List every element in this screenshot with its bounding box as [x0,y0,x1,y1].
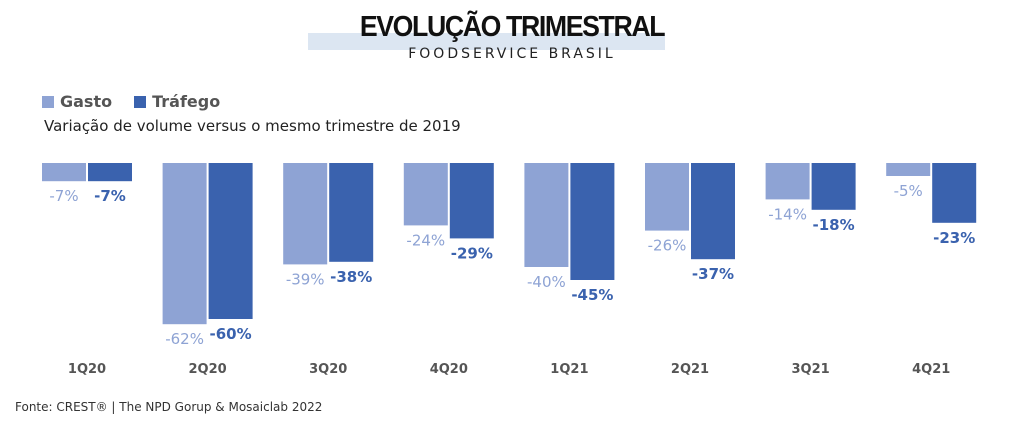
bar-trfego-4q20 [449,163,494,239]
data-label-gasto-2q20: -62% [165,330,204,348]
category-label-4q20: 4Q20 [430,362,468,377]
data-label-trfego-3q21: -18% [813,216,855,234]
data-label-trfego-4q21: -23% [933,229,975,247]
title-highlight-band [308,33,665,50]
category-label-3q21: 3Q21 [792,362,830,377]
legend-label-gasto: Gasto [60,92,113,111]
bar-trfego-2q20 [208,163,253,319]
legend-swatch-trafego [134,95,147,108]
source-note: Fonte: CREST® | The NPD Gorup & Mosaicla… [15,400,323,414]
data-label-trfego-2q20: -60% [210,325,252,343]
chart-subtitle: FOODSERVICE BRASIL [408,46,616,62]
legend-swatch-gasto [42,95,54,108]
legend-label-trafego: Tráfego [152,92,221,111]
data-label-trfego-1q20: -7% [94,187,126,205]
bar-gasto-1q20 [42,163,86,182]
data-label-gasto-3q20: -39% [286,270,325,288]
bar-trfego-3q20 [329,163,374,262]
bar-gasto-4q20 [403,163,448,226]
bar-gasto-3q20 [283,163,328,265]
data-label-gasto-2q21: -26% [648,237,687,255]
legend-item-trafego: Tráfego [134,92,220,111]
chart-note: Variação de volume versus o mesmo trimes… [44,117,461,135]
category-label-1q20: 1Q20 [68,362,106,377]
bar-trfego-3q21 [811,163,856,210]
bar-trfego-4q21 [932,163,977,223]
category-label-4q21: 4Q21 [912,362,950,377]
data-label-trfego-3q20: -38% [330,268,372,286]
data-label-gasto-4q21: -5% [894,182,923,200]
chart-title: EVOLUÇÃO TRIMESTRAL [359,11,666,43]
category-label-2q20: 2Q20 [189,362,227,377]
bar-trfego-1q20 [88,163,132,182]
category-label-1q21: 1Q21 [550,362,588,377]
bar-trfego-1q21 [570,163,615,280]
data-label-gasto-1q21: -40% [527,273,566,291]
bar-trfego-2q21 [691,163,735,260]
legend: Gasto Tráfego [42,92,242,111]
data-label-trfego-4q20: -29% [451,244,493,262]
bar-gasto-2q20 [162,163,207,325]
category-label-3q20: 3Q20 [309,362,347,377]
data-label-trfego-1q21: -45% [571,286,613,304]
data-label-gasto-3q21: -14% [768,205,807,223]
data-label-gasto-4q20: -24% [406,231,445,249]
data-label-gasto-1q20: -7% [49,187,78,205]
bar-gasto-2q21 [645,163,689,231]
legend-item-gasto: Gasto [42,92,112,111]
bar-gasto-4q21 [886,163,931,176]
bar-gasto-1q21 [524,163,569,267]
bar-gasto-3q21 [765,163,810,200]
data-label-trfego-2q21: -37% [692,265,734,283]
category-label-2q21: 2Q21 [671,362,709,377]
